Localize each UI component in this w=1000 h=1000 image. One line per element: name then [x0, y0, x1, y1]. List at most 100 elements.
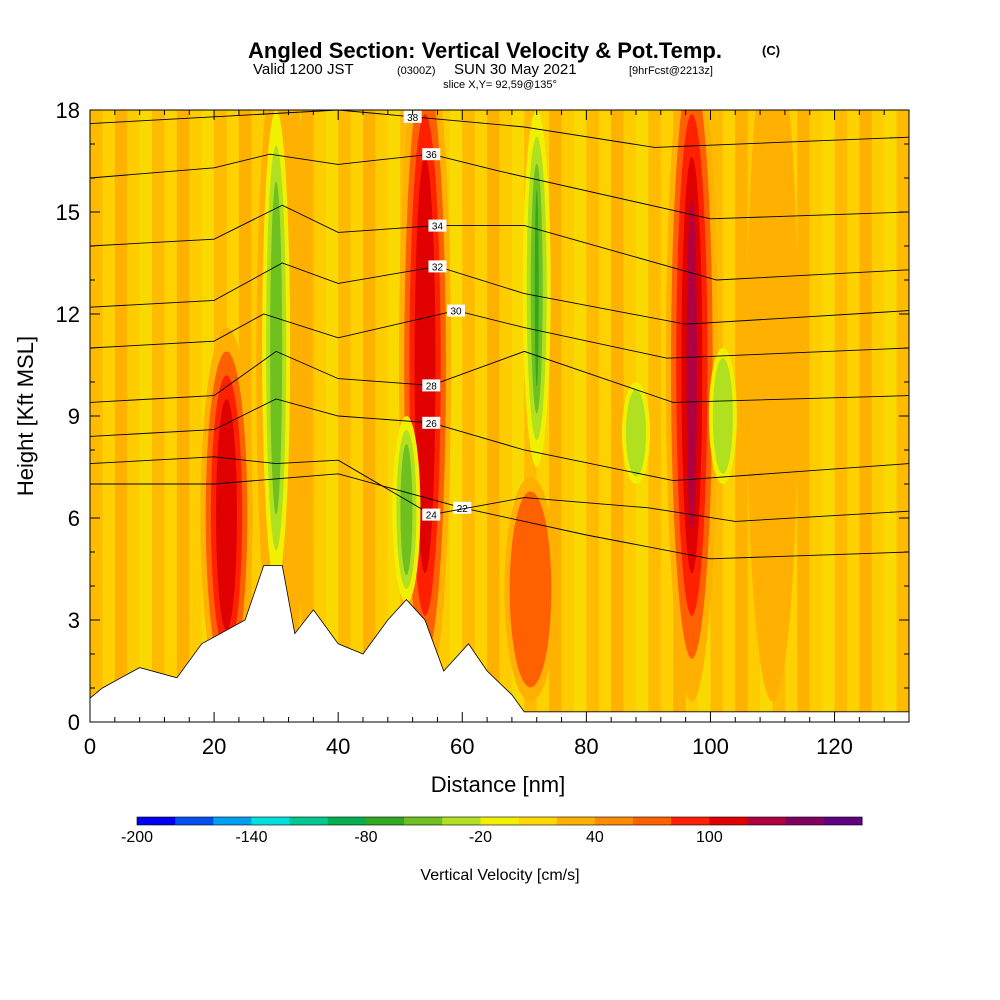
- field-band: [189, 110, 202, 722]
- colorbar-tick-label: 40: [586, 829, 604, 846]
- x-tick-label: 20: [202, 734, 226, 759]
- updraft-core: [509, 491, 552, 688]
- isentrope-label: 36: [426, 150, 438, 161]
- y-tick-label: 18: [56, 98, 80, 123]
- colorbar-swatch: [442, 817, 481, 825]
- y-axis-title: Height [Kft MSL]: [13, 336, 38, 496]
- colorbar-tick-label: -80: [354, 829, 377, 846]
- downdraft-core: [400, 444, 413, 575]
- isentrope-30: [90, 310, 909, 359]
- field-band: [127, 110, 140, 722]
- colorbar-swatch: [633, 817, 672, 825]
- forecast-info: [9hrFcst@2213z]: [629, 65, 713, 77]
- colorbar-swatch: [747, 817, 787, 825]
- colorbar-tick-label: -140: [235, 829, 267, 846]
- colorbar-swatch: [823, 817, 863, 825]
- field-band: [325, 110, 339, 722]
- isentrope-34: [90, 204, 909, 281]
- field-band: [474, 110, 488, 722]
- isentrope-label-bg: [422, 416, 441, 429]
- field-band: [462, 110, 475, 722]
- field-band: [846, 110, 860, 722]
- colorbar-frame: [136, 816, 863, 826]
- isentrope-26: [90, 398, 909, 482]
- colorbar-swatch: [213, 817, 252, 825]
- y-tick-label: 6: [68, 506, 80, 531]
- colorbar-swatch: [709, 817, 749, 825]
- field-band: [822, 110, 835, 722]
- field-band: [611, 110, 624, 722]
- colorbar-swatch: [175, 817, 214, 825]
- colorbar-swatch: [594, 817, 634, 825]
- colorbar-swatch: [671, 817, 710, 825]
- downdraft-core: [270, 181, 283, 515]
- isentrope-label-bg: [447, 304, 466, 317]
- colorbar-swatch: [289, 817, 329, 825]
- isentrope-label-bg: [403, 110, 422, 123]
- colorbar-tick-label: 100: [696, 829, 723, 846]
- colorbar-tick-label: -200: [121, 829, 153, 846]
- isentrope-label-bg: [422, 379, 441, 392]
- isentrope-label: 38: [407, 113, 419, 124]
- colorbar-swatch: [365, 817, 405, 825]
- x-tick-label: 100: [692, 734, 729, 759]
- isentrope-label: 30: [451, 307, 463, 318]
- field-band: [735, 110, 748, 722]
- isentrope-32: [90, 262, 909, 325]
- y-tick-label: 0: [68, 710, 80, 735]
- x-tick-label: 60: [450, 734, 474, 759]
- x-tick-label: 40: [326, 734, 350, 759]
- isentrope-label: 34: [432, 222, 444, 233]
- field-band: [859, 110, 872, 722]
- colorbar-swatch: [556, 817, 596, 825]
- chart-title-block: Angled Section: Vertical Velocity & Pot.…: [248, 38, 780, 91]
- field-band: [884, 110, 897, 722]
- valid-time-date: SUN 30 May 2021: [454, 61, 577, 78]
- field-band: [561, 110, 574, 722]
- x-tick-label: 120: [816, 734, 853, 759]
- isentrope-label-bg: [422, 508, 441, 521]
- isentrope-label-bg: [428, 219, 447, 232]
- slice-info: slice X,Y= 92,59@135°: [443, 79, 557, 91]
- updraft-core: [686, 199, 698, 531]
- colorbar-swatch: [404, 817, 443, 825]
- field-band: [102, 110, 115, 722]
- isentrope-36: [90, 153, 909, 220]
- isentrope-label: 28: [426, 381, 438, 392]
- isentrope-label: 26: [426, 419, 438, 430]
- y-tick-label: 15: [56, 200, 80, 225]
- updraft-core: [746, 110, 799, 702]
- colorbar-tick-label: -20: [469, 829, 492, 846]
- colorbar-swatch: [251, 817, 291, 825]
- updraft-core: [216, 398, 237, 631]
- y-tick-label: 9: [68, 404, 80, 429]
- y-tick-label: 3: [68, 608, 80, 633]
- colorbar: -200 -140 -80 -20 40 100: [121, 816, 863, 846]
- field-band: [152, 110, 165, 722]
- field-band: [573, 110, 587, 722]
- colorbar-title: Vertical Velocity [cm/s]: [420, 867, 579, 884]
- field-band: [114, 110, 128, 722]
- field-band: [313, 110, 326, 722]
- y-tick-label: 12: [56, 302, 80, 327]
- chart-title-unit: (C): [762, 43, 780, 58]
- field-band: [375, 110, 388, 722]
- x-tick-label: 0: [84, 734, 96, 759]
- colorbar-swatch: [137, 817, 176, 825]
- downdraft-core: [534, 190, 539, 387]
- field-band: [487, 110, 500, 722]
- colorbar-swatch: [518, 817, 558, 825]
- colorbar-swatch: [327, 817, 367, 825]
- isentrope-label: 24: [426, 511, 438, 522]
- field-band: [797, 110, 810, 722]
- downdraft-core: [712, 358, 733, 474]
- downdraft-core: [626, 389, 646, 477]
- valid-time-utc: (0300Z): [397, 65, 436, 77]
- colorbar-swatch: [480, 817, 520, 825]
- field-band: [449, 110, 463, 722]
- x-tick-label: 80: [574, 734, 598, 759]
- colorbar-swatch: [785, 817, 825, 825]
- field-band: [809, 110, 823, 722]
